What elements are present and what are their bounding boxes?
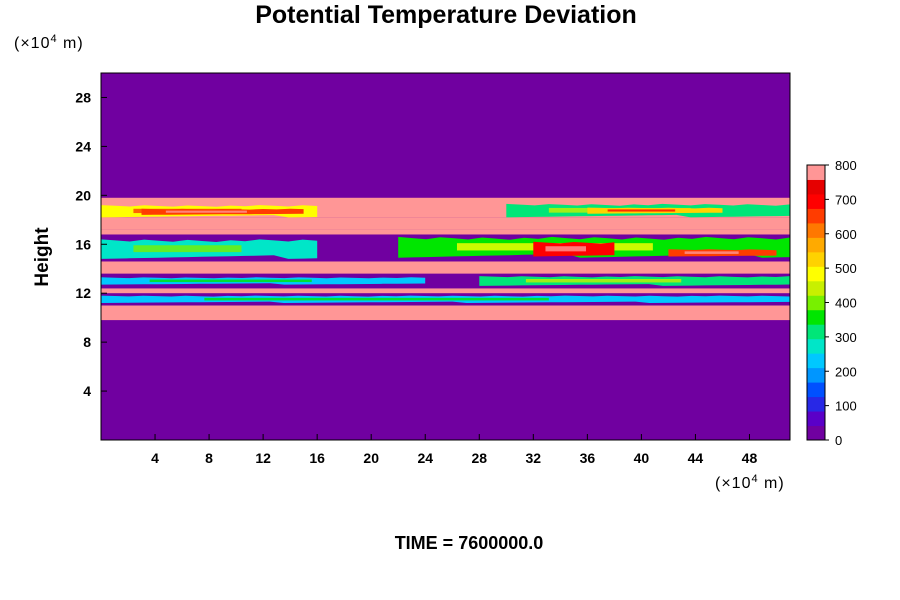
colorbar-swatch: [807, 208, 825, 224]
y-tick-label: 12: [75, 285, 91, 301]
colorbar-swatch: [807, 425, 825, 441]
y-axis-label: Height: [32, 227, 53, 287]
colorbar-swatch: [807, 324, 825, 340]
x-unit-prefix: (×10: [715, 475, 751, 492]
y-unit-suffix: m): [58, 35, 84, 52]
field-layer: [101, 229, 790, 235]
colorbar-swatch: [807, 165, 825, 180]
colorbar-swatch: [807, 367, 825, 383]
colorbar-swatch: [807, 295, 825, 311]
colorbar-tick-label: 300: [835, 330, 857, 345]
colorbar-swatch: [807, 411, 825, 427]
x-tick-label: 36: [580, 450, 596, 466]
field-feature-core: [149, 279, 312, 283]
plot-frame: [100, 72, 791, 441]
x-tick-label: 48: [742, 450, 758, 466]
colorbar-swatch: [807, 193, 825, 209]
colorbar-swatch: [807, 280, 825, 296]
field-feature-core: [133, 245, 242, 253]
field-feature-core: [684, 251, 739, 254]
x-axis-ticks: 4 8 12 16 20 24 28 32 36 40 44 48: [151, 434, 757, 466]
field-layer: [101, 261, 790, 274]
colorbar-swatch: [807, 237, 825, 253]
field-feature-core: [165, 210, 247, 213]
colorbar-swatch: [807, 179, 825, 195]
colorbar: 0 100 200 300 400 500 600 700 800: [806, 158, 857, 448]
y-axis-ticks: 4 8 12 16 20 24 28: [75, 89, 107, 399]
x-tick-label: 4: [151, 450, 159, 466]
colorbar-swatch: [807, 251, 825, 267]
x-tick-label: 20: [363, 450, 379, 466]
x-tick-label: 28: [471, 450, 487, 466]
y-tick-label: 28: [75, 89, 91, 105]
x-tick-label: 32: [526, 450, 542, 466]
field-feature-core: [607, 209, 676, 212]
chart-title: Potential Temperature Deviation: [255, 1, 637, 29]
field-feature-core: [204, 297, 549, 301]
x-tick-label: 12: [255, 450, 271, 466]
colorbar-tick-label: 100: [835, 399, 857, 414]
time-label: TIME = 7600000.0: [395, 533, 544, 553]
colorbar-swatch: [807, 222, 825, 238]
colorbar-swatch: [807, 382, 825, 398]
x-tick-label: 40: [634, 450, 650, 466]
y-tick-label: 24: [75, 138, 91, 154]
colorbar-tick-label: 700: [835, 192, 857, 207]
x-tick-label: 16: [309, 450, 325, 466]
y-unit-exponent: 4: [50, 33, 57, 45]
plot-area: [100, 72, 791, 441]
y-tick-label: 4: [83, 383, 91, 399]
y-tick-label: 20: [75, 187, 91, 203]
colorbar-swatch: [807, 396, 825, 412]
svg-text:(×104 m): (×104 m): [715, 473, 785, 492]
x-axis-unit: (×104 m): [715, 473, 785, 492]
field-layer: [101, 217, 790, 230]
svg-text:(×104 m): (×104 m): [14, 33, 84, 52]
x-unit-suffix: m): [759, 475, 785, 492]
y-axis-unit: (×104 m): [14, 33, 84, 52]
colorbar-tick-label: 200: [835, 364, 857, 379]
x-unit-exponent: 4: [751, 473, 758, 485]
colorbar-tick-label: 800: [835, 158, 857, 173]
field-feature-core: [525, 279, 682, 283]
y-unit-prefix: (×10: [14, 35, 50, 52]
colorbar-swatch: [807, 266, 825, 282]
colorbar-tick-label: 400: [835, 296, 857, 311]
colorbar-swatch: [807, 353, 825, 369]
x-tick-label: 44: [688, 450, 704, 466]
x-tick-label: 8: [205, 450, 213, 466]
colorbar-tick-label: 500: [835, 261, 857, 276]
field-layer: [101, 305, 790, 321]
field-layer: [101, 288, 790, 294]
y-tick-label: 16: [75, 236, 91, 252]
field-feature-core: [545, 246, 587, 252]
colorbar-swatch: [807, 338, 825, 354]
colorbar-tick-label: 0: [835, 433, 842, 448]
y-tick-label: 8: [83, 334, 91, 350]
x-tick-label: 24: [417, 450, 433, 466]
colorbar-swatch: [807, 309, 825, 325]
colorbar-tick-label: 600: [835, 227, 857, 242]
